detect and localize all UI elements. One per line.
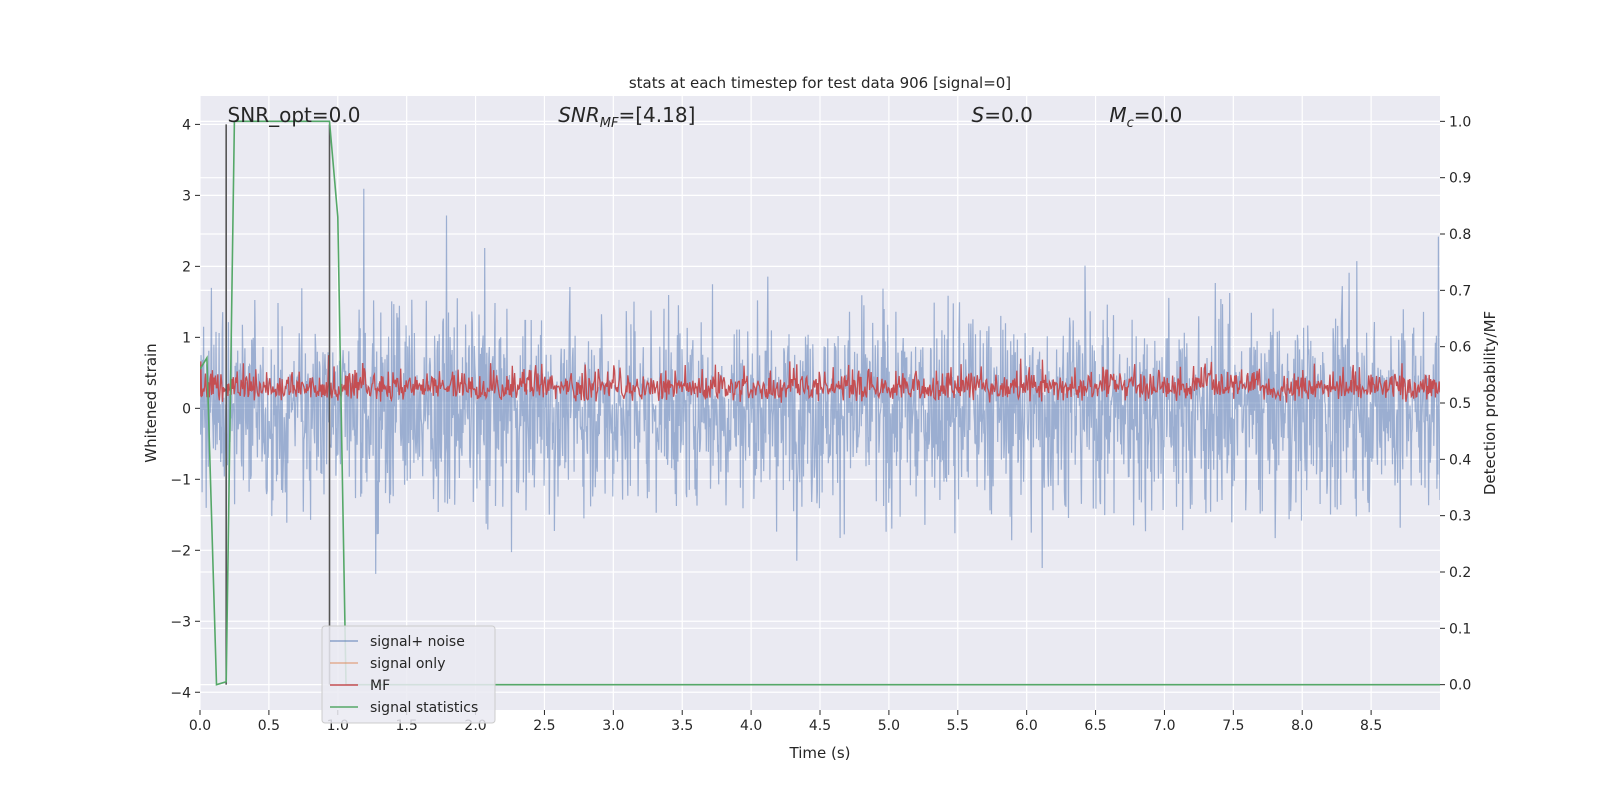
legend-label: signal statistics	[370, 700, 478, 716]
x-tick-label: 6.0	[1016, 718, 1038, 734]
y2-tick-label: 0.2	[1449, 565, 1471, 581]
x-tick-label: 7.0	[1153, 718, 1175, 734]
y2-tick-label: 0.1	[1449, 621, 1471, 637]
annotation-suffix: =[4.18]	[618, 103, 695, 127]
x-tick-label: 8.0	[1291, 718, 1313, 734]
y-axis-label: Whitened strain	[142, 343, 160, 462]
y2-tick-label: 0.7	[1449, 283, 1471, 299]
x-tick-label: 0.5	[258, 718, 280, 734]
legend-box	[321, 625, 496, 724]
y2-tick-label: 0.3	[1449, 509, 1471, 525]
y2-axis: 1.0 0.9 0.8 0.7 0.6 0.5 0.4 0.3 0.2 0.1 0.0	[1440, 114, 1471, 694]
annotation-suffix: =0.0	[1134, 103, 1183, 127]
y2-tick-label: 0.6	[1449, 340, 1471, 356]
y-tick-label: 1	[182, 330, 191, 346]
legend: signal+ noise signal only MF signal statist…	[321, 625, 496, 724]
y2-tick-label: 0.9	[1449, 171, 1471, 187]
annotation-text: S	[972, 103, 985, 127]
x-tick-label: 5.5	[947, 718, 969, 734]
y-tick-label: 4	[182, 117, 191, 133]
x-tick-label: 0.0	[189, 718, 211, 734]
series-mf	[200, 355, 1440, 403]
annotation-suffix: =0.0	[984, 103, 1033, 127]
legend-label: MF	[370, 678, 390, 694]
annotations: SNR_opt=0.0 SNRMF=[4.18] S=0.0 Mc=0.0	[228, 103, 1183, 131]
y-tick-label: 2	[182, 259, 191, 275]
series-signal-noise	[200, 188, 1440, 574]
series-signal-statistics	[200, 120, 1440, 686]
annotation-text: SNR	[558, 103, 600, 127]
y-axis: 4 3 2 1 0 −1 −2 −3 −4	[170, 117, 200, 701]
y2-tick-label: 0.0	[1449, 678, 1471, 694]
y2-tick-label: 0.4	[1449, 452, 1471, 468]
y-tick-label: −3	[170, 614, 191, 630]
x-tick-label: 2.5	[533, 718, 555, 734]
annotation-text: M	[1109, 103, 1126, 127]
y2-tick-label: 0.5	[1449, 396, 1471, 412]
annotation-2: S=0.0	[972, 103, 1033, 127]
chart-title: stats at each timestep for test data 906…	[629, 74, 1011, 92]
annotation-1: SNRMF=[4.18]	[558, 103, 695, 131]
y2-tick-label: 0.8	[1449, 227, 1471, 243]
x-tick-label: 7.5	[1222, 718, 1244, 734]
annotation-subscript: c	[1127, 116, 1134, 131]
annotation-text: SNR_opt=0.0	[228, 103, 361, 127]
y-tick-label: −4	[170, 685, 191, 701]
annotation-subscript: MF	[600, 116, 619, 131]
x-tick-label: 4.5	[809, 718, 831, 734]
x-tick-label: 6.5	[1084, 718, 1106, 734]
x-axis: 0.0 0.5 1.0 1.5 2.0 2.5 3.0 3.5 4.0 4.5 5.0 5.5 6.0 6…	[189, 710, 1382, 734]
legend-label: signal only	[370, 656, 445, 672]
y-tick-label: 0	[182, 401, 191, 417]
x-tick-label: 5.0	[878, 718, 900, 734]
annotation-3: Mc=0.0	[1109, 103, 1182, 131]
y-tick-label: −1	[170, 472, 191, 488]
y2-tick-label: 1.0	[1449, 114, 1471, 130]
x-tick-label: 3.0	[602, 718, 624, 734]
plot-area	[200, 120, 1440, 686]
legend-label: signal+ noise	[370, 634, 465, 650]
y2-axis-label: Detection probability/MF	[1481, 311, 1499, 495]
x-axis-label: Time (s)	[789, 744, 851, 762]
x-tick-label: 8.5	[1360, 718, 1382, 734]
x-tick-label: 3.5	[671, 718, 693, 734]
annotation-0: SNR_opt=0.0	[228, 103, 361, 127]
y-tick-label: 3	[182, 188, 191, 204]
x-tick-label: 4.0	[740, 718, 762, 734]
y-tick-label: −2	[170, 543, 191, 559]
